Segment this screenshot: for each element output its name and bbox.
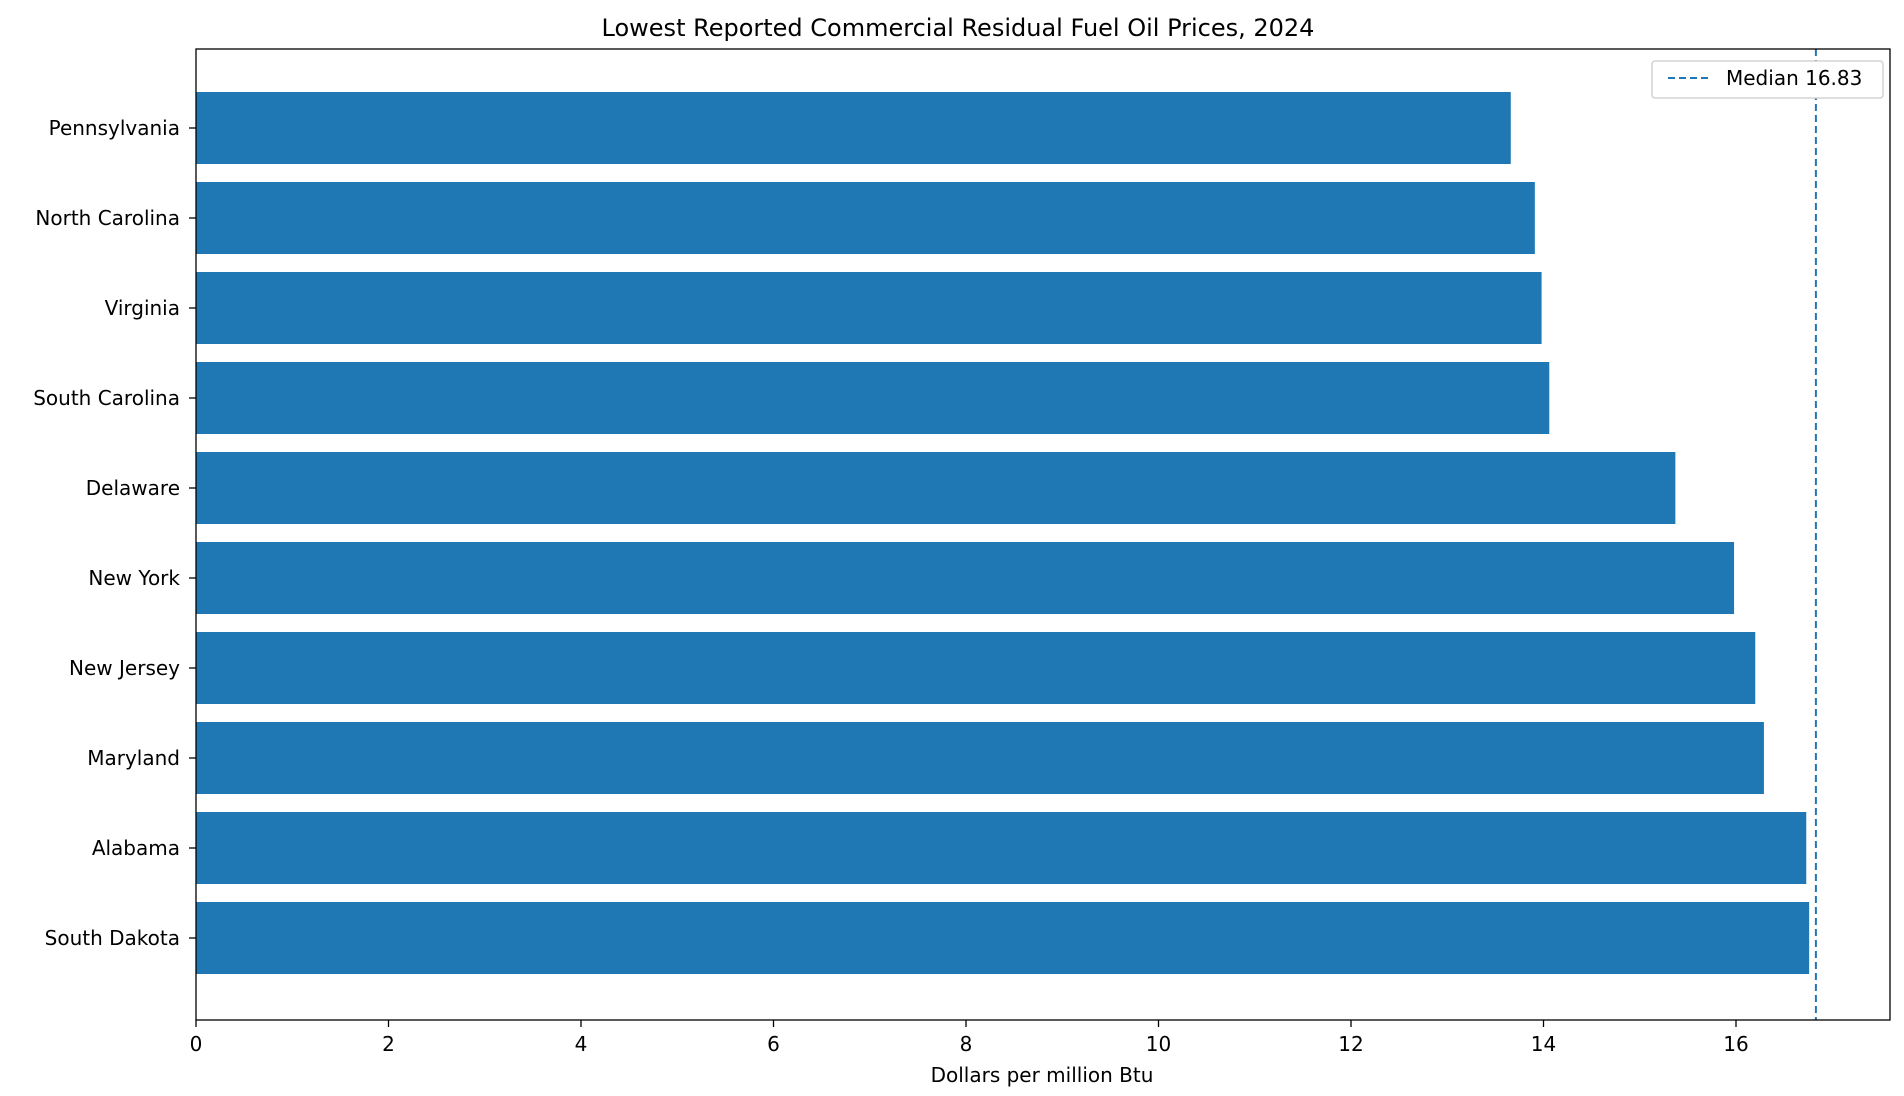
axes-group	[195, 48, 1891, 1021]
x-axis-label: Dollars per million Btu	[931, 1063, 1154, 1087]
bar-delaware	[196, 452, 1676, 524]
x-tick-label: 16	[1723, 1032, 1748, 1056]
x-tick-label: 12	[1338, 1032, 1363, 1056]
bar-north-carolina	[196, 182, 1535, 254]
x-ticks-group: 0 2 4 6 8 10 12 14 16	[190, 1020, 1749, 1056]
bar-south-carolina	[196, 362, 1550, 434]
y-tick-label: South Carolina	[33, 386, 180, 410]
y-tick-label: New Jersey	[69, 656, 180, 680]
y-ticks-group: Pennsylvania North Carolina Virginia South …	[33, 116, 196, 950]
bar-new-york	[196, 542, 1735, 614]
y-tick-label: North Carolina	[35, 206, 180, 230]
x-tick-label: 2	[382, 1032, 395, 1056]
bar-south-dakota	[196, 902, 1810, 974]
y-tick-label: Alabama	[92, 836, 180, 860]
x-tick-label: 4	[575, 1032, 588, 1056]
y-tick-label: New York	[88, 566, 180, 590]
chart-title: Lowest Reported Commercial Residual Fuel…	[602, 14, 1315, 42]
x-tick-label: 14	[1531, 1032, 1556, 1056]
legend-box	[1651, 60, 1884, 99]
bar-maryland	[196, 722, 1764, 794]
legend: Median 16.83	[1651, 60, 1884, 99]
bar-new-jersey	[196, 632, 1756, 704]
x-tick-label: 8	[960, 1032, 973, 1056]
x-tick-label: 10	[1146, 1032, 1171, 1056]
y-tick-label: South Dakota	[45, 926, 180, 950]
bar-virginia	[196, 272, 1542, 344]
x-tick-label: 6	[767, 1032, 780, 1056]
y-tick-label: Virginia	[105, 296, 180, 320]
plot-frame	[195, 48, 1891, 1021]
bar-alabama	[196, 812, 1807, 884]
y-tick-label: Pennsylvania	[49, 116, 180, 140]
y-tick-label: Delaware	[86, 476, 180, 500]
y-tick-label: Maryland	[87, 746, 180, 770]
legend-median-label: Median 16.83	[1726, 66, 1862, 90]
x-tick-label: 0	[190, 1032, 203, 1056]
bars-group	[196, 92, 1810, 974]
bar-pennsylvania	[196, 92, 1511, 164]
